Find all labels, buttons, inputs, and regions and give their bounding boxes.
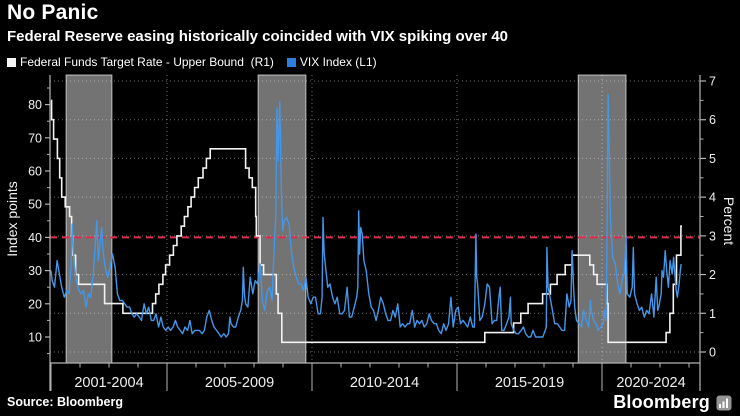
svg-text:50: 50 bbox=[28, 198, 42, 212]
x-axis-label: 2005-2009 bbox=[205, 375, 274, 391]
svg-text:10: 10 bbox=[28, 331, 42, 345]
fed-funds-swatch-icon bbox=[7, 57, 16, 67]
x-axis-label: 2010-2014 bbox=[350, 375, 419, 391]
bloomberg-logo-icon bbox=[716, 395, 732, 410]
bloomberg-brand: Bloomberg bbox=[613, 392, 732, 413]
svg-text:5: 5 bbox=[709, 152, 716, 166]
legend-item-vix: VIX Index (L1) bbox=[286, 55, 377, 69]
vertical-gridlines-group bbox=[166, 75, 603, 363]
recession-bands-group bbox=[65, 74, 627, 364]
vix-line bbox=[50, 93, 682, 338]
svg-text:7: 7 bbox=[709, 75, 716, 89]
svg-text:30: 30 bbox=[28, 264, 42, 278]
shaded-band bbox=[65, 74, 113, 364]
svg-text:6: 6 bbox=[709, 113, 716, 127]
legend-label-vix: VIX Index (L1) bbox=[299, 55, 377, 69]
svg-text:2: 2 bbox=[709, 268, 716, 282]
page-title: No Panic bbox=[7, 1, 99, 24]
horizontal-gridlines-group bbox=[50, 80, 700, 353]
svg-text:20: 20 bbox=[28, 297, 42, 311]
svg-text:3: 3 bbox=[709, 229, 716, 243]
x-axis-label: 2001-2004 bbox=[74, 375, 143, 391]
chart-legend: Federal Funds Target Rate - Upper Bound … bbox=[7, 55, 377, 69]
series-group bbox=[50, 93, 682, 344]
svg-text:70: 70 bbox=[28, 131, 42, 145]
x-axis-ticks-group: 2001-2004 2005-2009 2010-2014 2015-2019 2020… bbox=[50, 363, 690, 391]
axes-group bbox=[49, 75, 701, 391]
legend-label-fed-funds: Federal Funds Target Rate - Upper Bound … bbox=[20, 55, 274, 69]
shaded-band bbox=[577, 74, 627, 364]
svg-text:0: 0 bbox=[709, 346, 716, 360]
svg-text:80: 80 bbox=[28, 98, 42, 112]
svg-text:60: 60 bbox=[28, 165, 42, 179]
right-axis-ticks-group: 0 1 2 3 4 5 6 7 bbox=[700, 75, 716, 360]
bloomberg-wordmark: Bloomberg bbox=[613, 392, 710, 412]
svg-text:40: 40 bbox=[28, 231, 42, 245]
svg-text:1: 1 bbox=[709, 307, 716, 321]
svg-text:4: 4 bbox=[709, 191, 716, 205]
chart-subtitle: Federal Reserve easing historically coin… bbox=[7, 28, 509, 45]
vix-swatch-icon bbox=[286, 57, 296, 67]
x-axis-label: 2015-2019 bbox=[495, 375, 564, 391]
legend-item-fed-funds: Federal Funds Target Rate - Upper Bound … bbox=[7, 55, 274, 69]
source-line: Source: Bloomberg bbox=[7, 395, 123, 409]
left-axis-ticks-group: 10 20 30 40 50 60 70 80 bbox=[28, 87, 50, 355]
x-axis-label: 2020-2024 bbox=[616, 375, 685, 391]
